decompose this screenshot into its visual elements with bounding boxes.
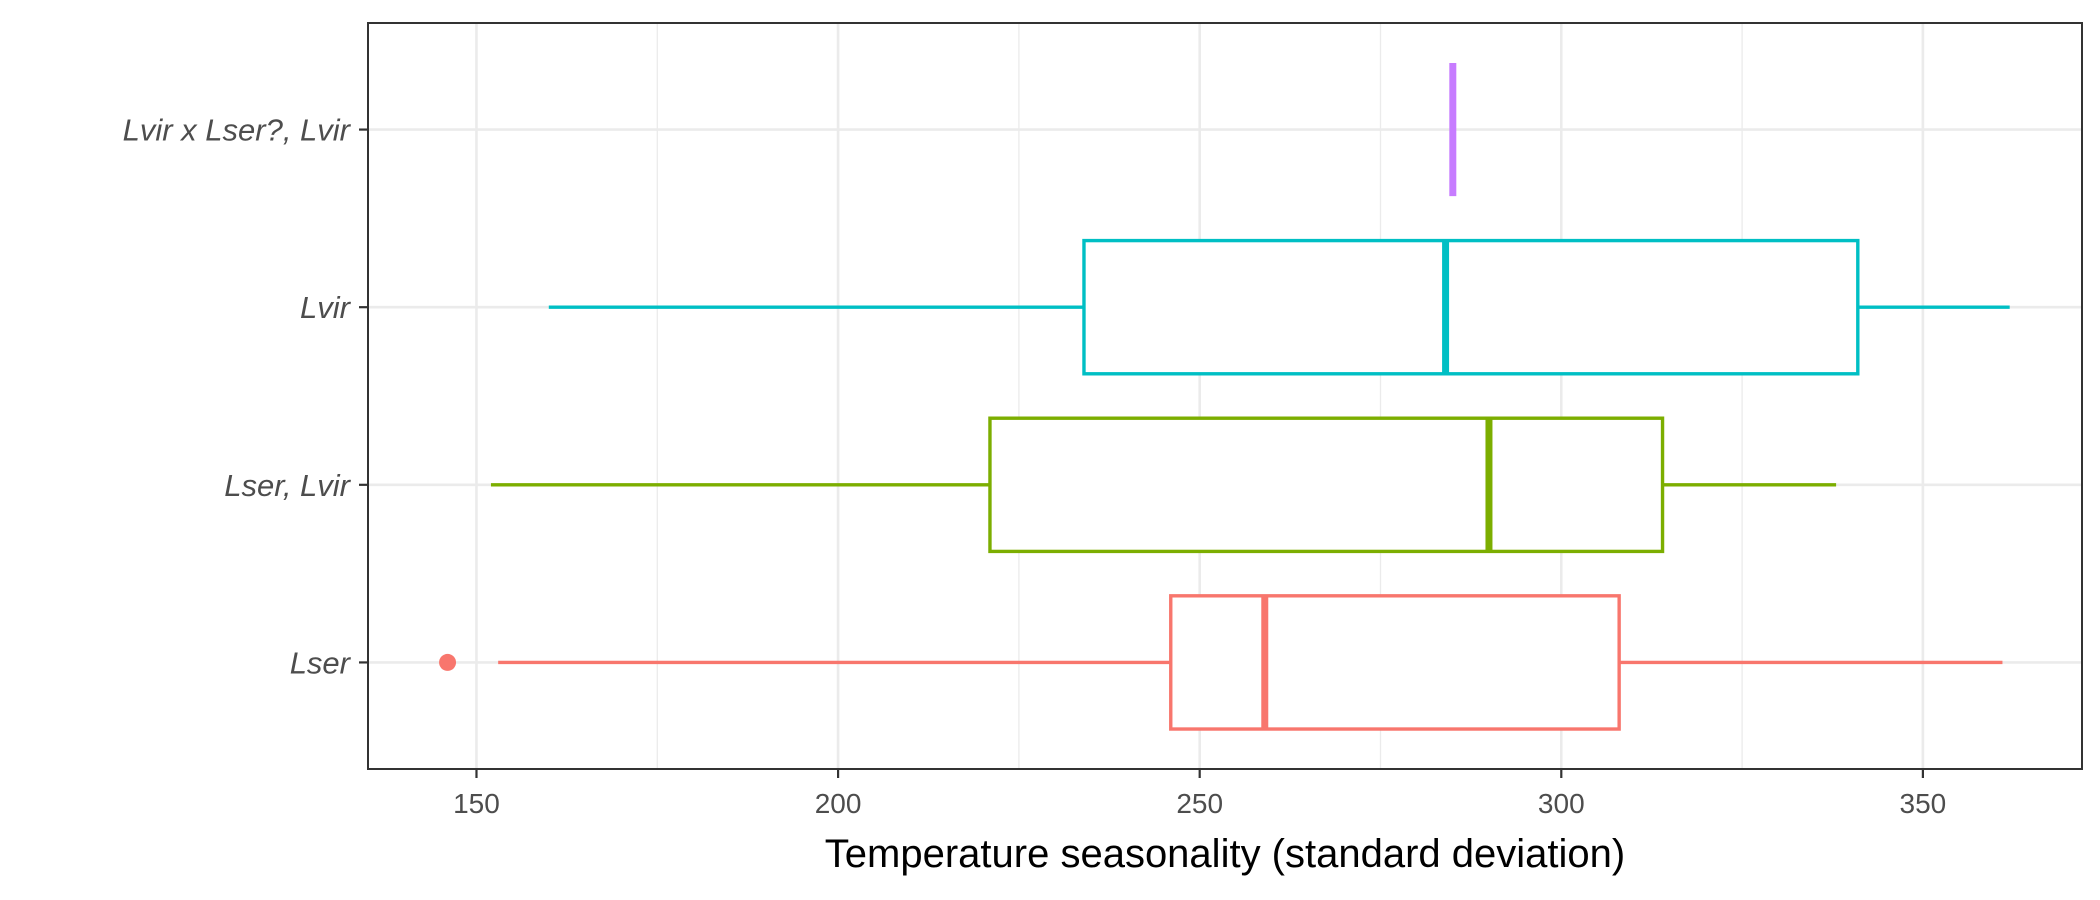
box-3 (490, 416, 1837, 554)
y-tick-label: Lser (290, 645, 352, 680)
box-2 (548, 238, 2010, 376)
x-tick-label: 150 (453, 788, 500, 819)
y-axis: Lvir x Lser?, Lvir Lvir Lser, Lvir Lser (123, 113, 368, 680)
x-tick-label: 300 (1538, 788, 1585, 819)
y-tick-label: Lvir x Lser?, Lvir (123, 113, 352, 148)
y-tick-label: Lvir (300, 290, 352, 325)
y-tick-label: Lser, Lvir (224, 468, 351, 503)
box-iqr (1082, 238, 1860, 376)
x-tick-label: 350 (1900, 788, 1947, 819)
x-tick-label: 250 (1176, 788, 1223, 819)
x-tick-label: 200 (815, 788, 862, 819)
box-series (439, 62, 2010, 731)
box-4 (439, 594, 2003, 731)
x-axis: 150 200 250 300 350 (453, 769, 1946, 819)
outlier-point (439, 653, 457, 671)
box-iqr (988, 416, 1665, 554)
plot-border (367, 22, 2083, 770)
box-iqr (1169, 594, 1621, 731)
x-axis-title: Temperature seasonality (standard deviat… (825, 832, 1625, 876)
